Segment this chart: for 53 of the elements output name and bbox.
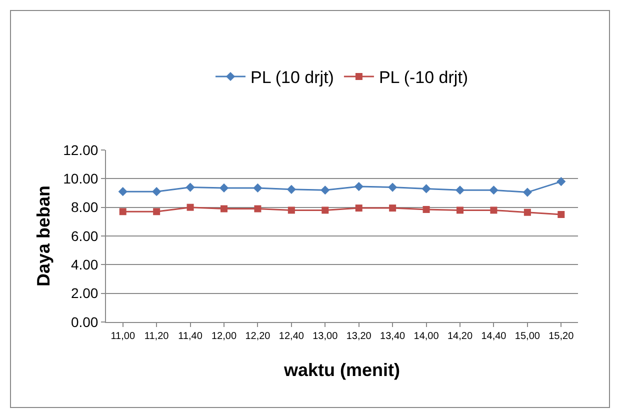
x-tick-label: 13,20 (346, 331, 372, 342)
x-tick-label: 14,20 (447, 331, 473, 342)
x-tick-label: 12,00 (211, 331, 237, 342)
point (286, 184, 296, 194)
point (320, 186, 330, 195)
point (355, 204, 362, 212)
point (186, 182, 195, 192)
point (455, 186, 465, 195)
x-tick-label: 11,20 (144, 331, 170, 342)
y-tick-label: 10.00 (63, 170, 98, 187)
x-tick-label: 12,20 (245, 331, 271, 342)
y-tick-label: 6.00 (70, 228, 98, 244)
point (153, 208, 160, 216)
point (489, 186, 498, 195)
point (119, 208, 126, 216)
legend-label: PL (10 drjt) (250, 68, 334, 88)
x-tick-label: 12,40 (278, 331, 304, 342)
point (219, 183, 229, 193)
y-tick-label: 12.00 (63, 142, 98, 158)
y-tick-label: 8.00 (70, 199, 98, 216)
point (422, 206, 430, 213)
point (354, 182, 364, 192)
point (524, 208, 531, 216)
point (389, 204, 396, 212)
x-tick-label: 15,20 (548, 331, 574, 342)
y-tick-label: 2.00 (70, 285, 98, 302)
point (118, 187, 128, 196)
y-tick-label: 4.00 (70, 256, 98, 273)
x-tick-label: 13,40 (380, 331, 406, 342)
point (558, 211, 565, 218)
point (220, 205, 228, 212)
point (522, 188, 532, 197)
point (253, 183, 262, 193)
point (186, 204, 194, 211)
x-axis-title: waktu (menit) (282, 360, 400, 380)
x-tick-label: 11,00 (110, 331, 136, 342)
point (254, 205, 262, 212)
point (288, 206, 295, 214)
point (456, 206, 464, 214)
y-tick-label: 0.00 (70, 314, 98, 330)
point (388, 182, 398, 192)
y-axis-title: Daya beban (33, 185, 54, 287)
point (556, 176, 566, 186)
point (422, 184, 431, 194)
x-tick-label: 14,40 (481, 331, 507, 342)
point (152, 187, 162, 196)
x-tick-label: 14,00 (414, 331, 440, 342)
legend-label: PL (-10 drjt) (378, 68, 468, 88)
x-tick-label: 15,00 (514, 331, 540, 342)
x-tick-label: 11,40 (178, 331, 203, 342)
point (322, 206, 329, 214)
point (490, 206, 498, 214)
x-tick-label: 13,00 (312, 331, 338, 342)
